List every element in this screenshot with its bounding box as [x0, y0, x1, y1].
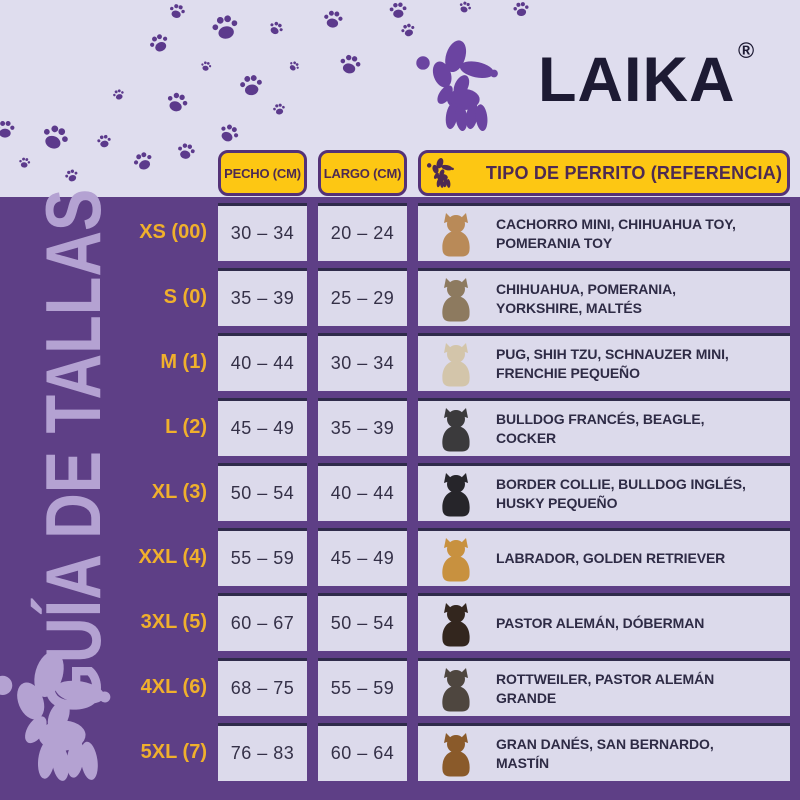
paw-print-icon — [129, 147, 158, 176]
paw-print-icon — [214, 118, 244, 148]
dog-photo-shih-tzu — [432, 340, 480, 388]
column-header-dog-type: TIPO DE PERRITO (REFERENCIA) — [418, 150, 790, 196]
breed-cell: PUG, SHIH TZU, SCHNAUZER MINI, FRENCHIE … — [418, 333, 790, 391]
column-header-chest: PECHO (CM) — [218, 150, 307, 196]
breed-cell: LABRADOR, GOLDEN RETRIEVER — [418, 528, 790, 586]
breed-cell: CACHORRO MINI, CHIHUAHUA TOY, POMERANIA … — [418, 203, 790, 261]
breed-cell: PASTOR ALEMÁN, DÓBERMAN — [418, 593, 790, 651]
dog-photo-mastiff — [432, 730, 480, 778]
breed-list: BORDER COLLIE, BULLDOG INGLÉS, HUSKY PEQ… — [496, 475, 746, 511]
paw-print-icon — [387, 0, 409, 21]
breed-list: BULLDOG FRANCÉS, BEAGLE, COCKER — [496, 410, 705, 446]
dog-photo-rottweiler — [432, 665, 480, 713]
breed-cell: GRAN DANÉS, SAN BERNARDO, MASTÍN — [418, 723, 790, 781]
chest-cell: 45 – 49 — [218, 398, 307, 456]
paw-print-icon — [236, 70, 265, 99]
dog-photo-chihuahua-toy — [432, 210, 480, 258]
breed-cell: BULLDOG FRANCÉS, BEAGLE, COCKER — [418, 398, 790, 456]
length-cell: 50 – 54 — [318, 593, 407, 651]
paw-print-icon — [174, 139, 198, 163]
chest-cell: 68 – 75 — [218, 658, 307, 716]
paw-print-icon — [17, 155, 32, 170]
paw-print-icon — [110, 86, 126, 102]
length-cell: 45 – 49 — [318, 528, 407, 586]
paw-print-icon — [271, 101, 288, 118]
breed-list: PUG, SHIH TZU, SCHNAUZER MINI, FRENCHIE … — [496, 345, 729, 381]
paw-print-icon — [166, 0, 188, 22]
paw-print-icon — [321, 7, 346, 32]
size-table: XS (00) 30 – 34 20 – 24 CACHORRO MINI, C… — [0, 203, 800, 781]
length-cell: 35 – 39 — [318, 398, 407, 456]
length-cell: 20 – 24 — [318, 203, 407, 261]
size-label: 3XL (5) — [140, 610, 207, 633]
brand-logo: LAIKA ® — [410, 36, 770, 136]
balloon-dog-icon — [410, 38, 532, 134]
paw-print-icon — [162, 87, 192, 117]
length-cell: 30 – 34 — [318, 333, 407, 391]
paw-print-icon — [336, 50, 364, 78]
paw-print-icon — [35, 117, 74, 156]
table-row: 4XL (6) 68 – 75 55 – 59 ROTTWEILER, PAST… — [0, 658, 800, 716]
chest-cell: 30 – 34 — [218, 203, 307, 261]
registered-trademark-symbol: ® — [738, 38, 755, 63]
dog-photo-border-collie — [432, 470, 480, 518]
length-cell: 60 – 64 — [318, 723, 407, 781]
dog-photo-golden-retriever — [432, 535, 480, 583]
paw-print-icon — [144, 28, 173, 57]
breed-list: PASTOR ALEMÁN, DÓBERMAN — [496, 615, 705, 632]
size-label: M (1) — [160, 350, 207, 373]
breed-cell: CHIHUAHUA, POMERANIA, YORKSHIRE, MALTÉS — [418, 268, 790, 326]
breed-list: CHIHUAHUA, POMERANIA, YORKSHIRE, MALTÉS — [496, 280, 676, 316]
chest-cell: 40 – 44 — [218, 333, 307, 391]
chest-cell: 55 – 59 — [218, 528, 307, 586]
breed-list: ROTTWEILER, PASTOR ALEMÁN GRANDE — [496, 670, 715, 706]
size-label: 4XL (6) — [140, 675, 207, 698]
brand-name: LAIKA — [538, 45, 736, 115]
paw-print-icon — [286, 58, 303, 75]
size-label: L (2) — [165, 415, 207, 438]
dog-photo-doberman — [432, 600, 480, 648]
size-label: XXL (4) — [138, 545, 207, 568]
paw-print-icon — [265, 17, 287, 39]
length-cell: 40 – 44 — [318, 463, 407, 521]
balloon-dog-icon — [426, 157, 464, 189]
paw-print-icon — [0, 118, 16, 140]
breed-list: GRAN DANÉS, SAN BERNARDO, MASTÍN — [496, 735, 714, 771]
chest-cell: 50 – 54 — [218, 463, 307, 521]
size-label: XL (3) — [151, 480, 207, 503]
breed-cell: ROTTWEILER, PASTOR ALEMÁN GRANDE — [418, 658, 790, 716]
dog-photo-french-bulldog — [432, 405, 480, 453]
table-row: XS (00) 30 – 34 20 – 24 CACHORRO MINI, C… — [0, 203, 800, 261]
chest-cell: 76 – 83 — [218, 723, 307, 781]
paw-print-icon — [199, 59, 213, 73]
breed-cell: BORDER COLLIE, BULLDOG INGLÉS, HUSKY PEQ… — [418, 463, 790, 521]
size-label: XS (00) — [139, 220, 207, 243]
dog-photo-yorkshire — [432, 275, 480, 323]
chest-cell: 60 – 67 — [218, 593, 307, 651]
table-row: M (1) 40 – 44 30 – 34 PUG, SHIH TZU, SCH… — [0, 333, 800, 391]
paw-print-icon — [62, 166, 81, 185]
table-row: XL (3) 50 – 54 40 – 44 BORDER COLLIE, BU… — [0, 463, 800, 521]
table-row: 3XL (5) 60 – 67 50 – 54 PASTOR ALEMÁN, D… — [0, 593, 800, 651]
size-label: 5XL (7) — [140, 740, 207, 763]
breed-list: LABRADOR, GOLDEN RETRIEVER — [496, 550, 726, 567]
paw-print-icon — [456, 0, 474, 16]
paw-print-icon — [207, 9, 243, 45]
size-label: S (0) — [163, 285, 207, 308]
table-row: XXL (4) 55 – 59 45 – 49 LABRADOR, GOLDEN… — [0, 528, 800, 586]
paw-print-icon — [95, 132, 113, 150]
table-row: S (0) 35 – 39 25 – 29 CHIHUAHUA, POMERAN… — [0, 268, 800, 326]
paw-print-icon — [511, 0, 531, 19]
breed-list: CACHORRO MINI, CHIHUAHUA TOY, POMERANIA … — [496, 215, 736, 251]
chest-cell: 35 – 39 — [218, 268, 307, 326]
length-cell: 25 – 29 — [318, 268, 407, 326]
length-cell: 55 – 59 — [318, 658, 407, 716]
table-row: L (2) 45 – 49 35 – 39 BULLDOG FRANCÉS, B… — [0, 398, 800, 456]
column-header-length: LARGO (CM) — [318, 150, 407, 196]
table-row: 5XL (7) 76 – 83 60 – 64 GRAN DANÉS, SAN … — [0, 723, 800, 781]
